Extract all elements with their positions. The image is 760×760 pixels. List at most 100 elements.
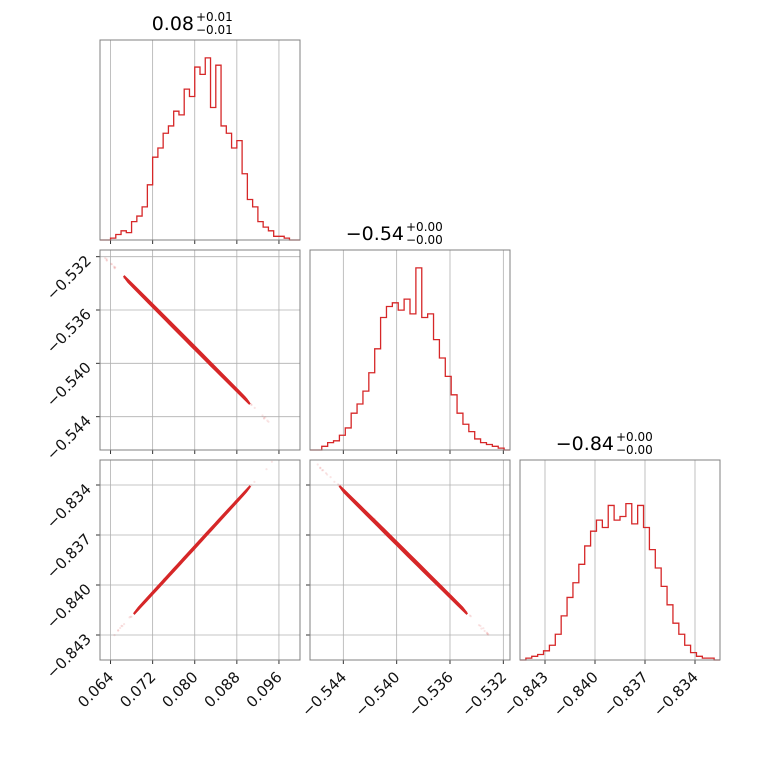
histogram-step-line	[310, 267, 510, 451]
scatter-point	[483, 629, 486, 633]
scatter-point	[117, 629, 120, 632]
y-tick-label: −0.840	[43, 580, 95, 632]
panel-frame	[99, 459, 301, 661]
scatter-point	[324, 472, 328, 475]
scatter-point	[267, 420, 270, 423]
scatter-point	[480, 627, 483, 630]
y-tick-label: −0.536	[43, 305, 95, 357]
scatter-point	[486, 632, 489, 635]
scatter-point	[316, 463, 319, 466]
scatter-point	[482, 627, 485, 630]
scatter-point	[121, 625, 124, 628]
scatter-point	[337, 483, 340, 486]
panel-title-upper-error: +0.00	[406, 220, 443, 234]
scatter-point	[110, 263, 113, 266]
y-tick-label: −0.843	[43, 630, 95, 682]
scatter-param-1-vs-param-2	[96, 249, 301, 454]
scatter-point	[479, 624, 482, 628]
x-tick-label: −0.532	[458, 668, 510, 720]
scatter-point	[262, 416, 265, 419]
y-tick-label: −0.837	[43, 530, 95, 582]
y-tick-label: −0.834	[43, 480, 95, 532]
scatter-point	[263, 417, 266, 420]
scatter-point	[469, 615, 472, 618]
scatter-point	[319, 466, 322, 469]
contour-region	[124, 277, 250, 403]
histogram-param-1	[99, 39, 301, 244]
panel-frame	[99, 39, 301, 241]
x-tick-label: 0.096	[243, 668, 286, 711]
panel-title-upper-error: +0.00	[616, 430, 653, 444]
scatter-point	[265, 468, 268, 471]
histogram-param-3	[519, 459, 721, 664]
x-tick-label: 0.072	[116, 668, 159, 711]
x-tick-label: 0.064	[74, 668, 117, 711]
scatter-point	[104, 257, 107, 260]
scatter-point	[333, 480, 336, 483]
scatter-point	[326, 473, 329, 476]
scatter-point	[123, 623, 126, 626]
histogram-param-2	[309, 249, 511, 454]
scatter-point	[322, 469, 325, 472]
x-tick-label: −0.544	[298, 668, 350, 720]
y-tick-label: −0.532	[43, 252, 95, 304]
panel-frame	[99, 249, 301, 451]
histogram-step-line	[100, 57, 300, 241]
panel-title-upper-error: +0.01	[196, 10, 233, 24]
panel-title-lower-error: −0.00	[406, 233, 443, 247]
scatter-point	[113, 266, 116, 269]
scatter-point	[119, 626, 122, 630]
panel-title-value: −0.54	[346, 223, 404, 245]
scatter-point	[250, 403, 253, 407]
scatter-point	[105, 257, 108, 260]
scatter-point	[110, 262, 113, 265]
panel-titles: 0.08 +0.01−0.01−0.54 +0.00−0.00−0.84 +0.00−…	[152, 10, 653, 457]
scatter-point	[120, 624, 123, 627]
scatter-param-2-vs-param-3	[306, 459, 511, 664]
scatter-point	[261, 414, 264, 417]
x-tick-label: 0.080	[158, 668, 201, 711]
scatter-point	[477, 624, 481, 627]
panel-title-lower-error: −0.00	[616, 443, 653, 457]
scatter-point	[321, 469, 324, 472]
scatter-point	[487, 633, 490, 636]
panel-title-value: −0.84	[556, 433, 614, 455]
scatter-point	[486, 632, 489, 635]
scatter-point	[112, 265, 115, 268]
scatter-point	[129, 615, 132, 618]
scatter-point	[270, 460, 273, 463]
panel-frame	[309, 249, 511, 451]
scatter-point	[117, 629, 120, 632]
y-tick-label: −0.540	[43, 358, 95, 410]
scatter-point	[319, 467, 322, 470]
scatter-point	[113, 267, 116, 270]
scatter-point	[114, 266, 117, 269]
y-tick-label: −0.544	[43, 412, 95, 464]
scatter-point	[264, 416, 267, 419]
contour-region	[340, 487, 467, 613]
scatter-point	[113, 634, 116, 637]
tick-labels: 0.064 0.072 0.080 0.088 0.096 −0.544 −0.540 −0.…	[43, 252, 702, 720]
panel-frame	[309, 459, 511, 661]
x-tick-label: −0.837	[600, 668, 652, 720]
x-tick-label: −0.840	[550, 668, 602, 720]
x-tick-label: −0.834	[650, 668, 702, 720]
panel-title-value: 0.08	[152, 13, 194, 35]
scatter-point	[105, 259, 108, 262]
scatter-point	[253, 480, 256, 483]
scatter-point	[130, 615, 133, 618]
scatter-point	[105, 259, 108, 262]
scatter-point	[329, 476, 332, 479]
x-tick-label: −0.536	[405, 668, 457, 720]
scatter-param-1-vs-param-3	[96, 459, 301, 664]
contour-region	[133, 487, 250, 613]
panel-frame	[519, 459, 721, 661]
scatter-point	[253, 406, 256, 409]
scatter-point	[128, 616, 131, 619]
scatter-point	[266, 419, 269, 422]
x-tick-label: 0.088	[201, 668, 244, 711]
histogram-step-line	[520, 502, 720, 661]
panel-title-lower-error: −0.01	[196, 23, 233, 37]
scatter-point	[485, 631, 488, 634]
